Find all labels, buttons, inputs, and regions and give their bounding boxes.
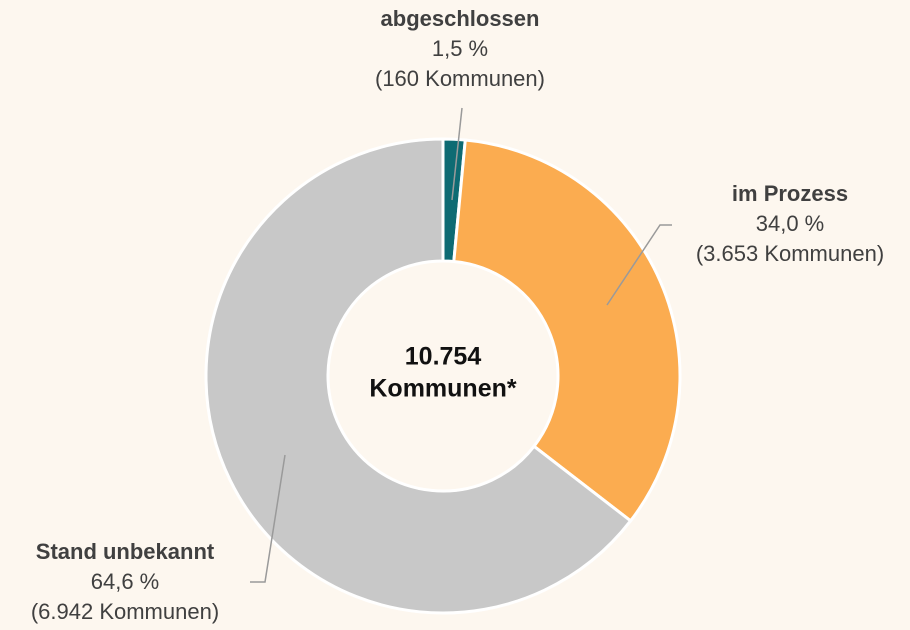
leader-line	[451, 107, 463, 201]
donut-segment	[204, 137, 633, 615]
center-label: 10.754	[405, 343, 482, 371]
category-label: im Prozess	[732, 181, 848, 206]
value-label: 34,0 %	[756, 211, 825, 236]
leader-line	[606, 224, 672, 306]
leader-line	[250, 454, 286, 583]
donut-segment	[452, 138, 682, 523]
value-label: 1,5 %	[432, 36, 488, 61]
count-label: (6.942 Kommunen)	[31, 599, 219, 624]
count-label: (160 Kommunen)	[375, 66, 545, 91]
value-label: 64,6 %	[91, 569, 160, 594]
count-label: (3.653 Kommunen)	[696, 241, 884, 266]
category-label: Stand unbekannt	[36, 539, 215, 564]
center-label: Kommunen*	[369, 375, 517, 403]
category-label: abgeschlossen	[381, 6, 540, 31]
